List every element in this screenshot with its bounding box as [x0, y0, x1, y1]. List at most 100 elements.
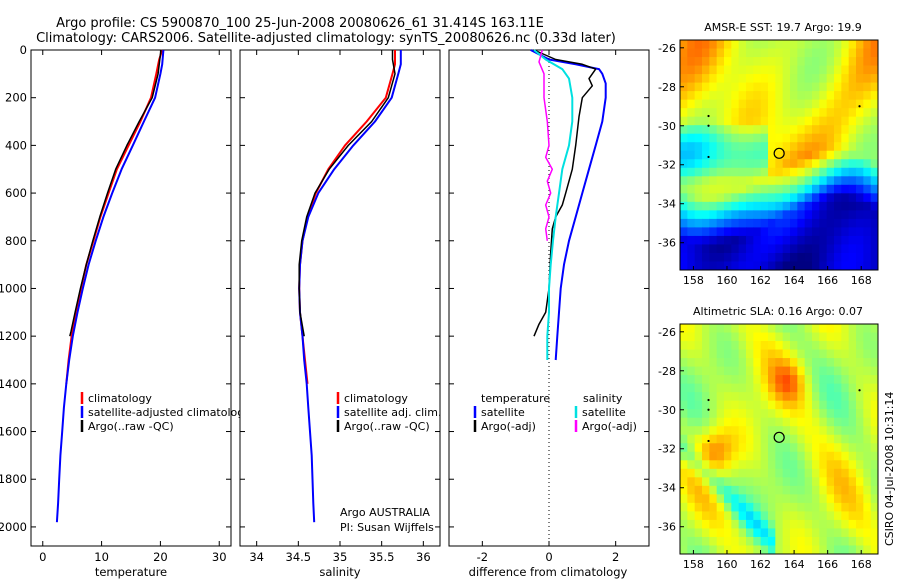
sla_map-cell — [797, 443, 806, 453]
sla_map-float-dot — [707, 408, 710, 411]
sla_map-cell — [826, 443, 835, 453]
sst_map-cell — [680, 184, 688, 194]
sla_map-cell — [826, 392, 835, 402]
sst_map-cell — [804, 82, 813, 92]
sst_map-cell — [826, 261, 835, 270]
sla_map-cell — [848, 400, 857, 410]
sst_map-cell — [804, 201, 813, 211]
sst_map-cell — [738, 235, 747, 246]
sla_map-cell — [702, 366, 710, 376]
sst_map-cell — [694, 218, 703, 229]
sst_map-cell — [863, 82, 872, 92]
sst_map-cell — [848, 201, 857, 211]
sla_map-cell — [848, 502, 857, 513]
sla_map-cell — [731, 358, 740, 368]
sla_map-cell — [687, 434, 696, 444]
sst_map-cell — [753, 227, 762, 237]
sst_map-cell — [834, 48, 842, 58]
sla_map-cell — [797, 400, 806, 410]
sla_map-cell — [812, 494, 820, 504]
sla_map-cell — [775, 383, 784, 393]
sst_map-cell — [804, 40, 813, 50]
temperature-series-argo-raw-qc — [69, 49, 162, 337]
sst_map-cell — [694, 99, 703, 109]
sst_map-cell — [694, 74, 703, 84]
sst_map-cell — [841, 184, 850, 194]
sla_map-cell — [863, 494, 872, 504]
sst_map-cell — [775, 108, 784, 118]
sla_map-cell — [731, 332, 740, 342]
sla_map-cell — [702, 417, 710, 427]
sla_map-cell — [870, 485, 878, 495]
sst_map-cell — [790, 99, 798, 109]
sla_map-cell — [797, 409, 806, 419]
sst_map-cell — [826, 210, 835, 220]
sst_map-cell — [841, 210, 850, 220]
sla_map-cell — [826, 494, 835, 504]
sst_map-cell — [760, 74, 769, 84]
sla_map-cell — [680, 375, 688, 385]
sla_map-cell — [812, 375, 820, 385]
sla_map-cell — [812, 417, 820, 427]
sla_map-cell — [680, 494, 688, 504]
sst_map-cell — [834, 150, 842, 160]
sst_map-cell — [782, 108, 791, 118]
sla_map-cell — [790, 392, 798, 402]
sst_map-cell — [716, 235, 725, 246]
sla_map-cell — [738, 341, 747, 351]
sla_map-cell — [775, 426, 784, 436]
sla_map-cell — [790, 519, 798, 530]
sla_map-cell — [775, 460, 784, 470]
sla_map-cell — [709, 545, 718, 554]
sla_map-cell — [826, 545, 835, 554]
sst_map-cell — [819, 244, 828, 254]
sla_map-cell — [863, 451, 872, 461]
sst_map-cell — [709, 48, 718, 58]
sla_map-cell — [716, 460, 725, 470]
sst_map-cell — [738, 184, 747, 194]
sla_map-cell — [812, 451, 820, 461]
sst_map-cell — [760, 108, 769, 118]
sla_map-cell — [768, 349, 776, 359]
sst_map-cell — [775, 261, 784, 270]
sst_map-cell — [804, 227, 813, 237]
sla_map-cell — [819, 443, 828, 453]
sst_map-cell — [738, 261, 747, 270]
sst_map-cell — [782, 227, 791, 237]
sla_map-cell — [870, 400, 878, 410]
sst_map-float-dot — [858, 105, 861, 108]
sst_map-cell — [848, 91, 857, 101]
sla_map-cell — [826, 451, 835, 461]
sst_map-cell — [826, 74, 835, 84]
sla_map-cell — [746, 341, 754, 351]
sst_map-cell — [687, 201, 696, 211]
sst_map-cell — [709, 65, 718, 75]
sst_map-cell — [782, 99, 791, 109]
sla_map-cell — [804, 511, 813, 521]
sst_map-cell — [694, 167, 703, 177]
sla_map-cell — [804, 383, 813, 393]
sla_map-cell — [760, 392, 769, 402]
sst_map-cell — [716, 176, 725, 186]
sla_map-cell — [768, 409, 776, 419]
temperature-ytick-label: 1800 — [0, 472, 27, 486]
sla_map-cell — [768, 536, 776, 547]
sla_map-cell — [738, 485, 747, 495]
sst_map-cell — [848, 40, 857, 50]
sla_map-cell — [731, 545, 740, 554]
sst_map-cell — [768, 210, 776, 220]
sla_map-cell — [848, 426, 857, 436]
sla_map-cell — [738, 451, 747, 461]
sst_map-cell — [856, 99, 864, 109]
sla_map-cell — [680, 349, 688, 359]
sst_map-cell — [760, 176, 769, 186]
sst_map-cell — [716, 57, 725, 67]
sla_map-cell — [753, 324, 762, 334]
sla_map-cell — [856, 460, 864, 470]
salinity-legend: climatology satellite adj. clim. Argo(..… — [336, 392, 441, 433]
sst_map-cell — [856, 40, 864, 50]
sla_map-cell — [841, 468, 850, 478]
temperature-series-satellite-adjusted-climatology — [55, 49, 165, 523]
temperature-xlabel: temperature — [95, 565, 167, 579]
sst_map-cell — [863, 167, 872, 177]
